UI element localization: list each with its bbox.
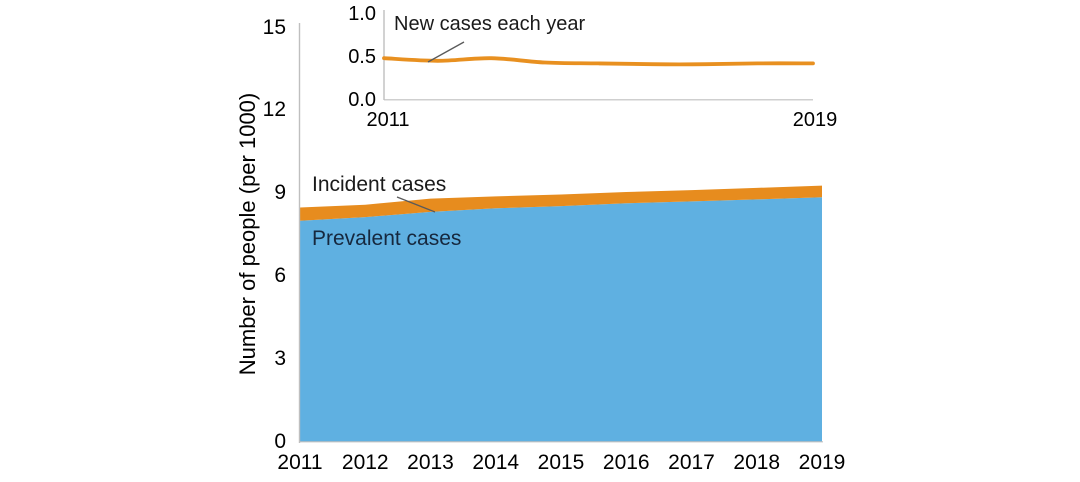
inset-x-tick-label: 2011 — [366, 109, 410, 131]
inset-y-tick-label: 0.0 — [348, 88, 376, 111]
main-x-tick-label: 2013 — [407, 451, 454, 474]
inset-leader-line — [427, 41, 465, 63]
main-y-tick-label: 3 — [274, 346, 286, 370]
inset-y-tick-label: 1.0 — [348, 2, 376, 25]
main-x-tick-label: 2016 — [602, 451, 650, 474]
main-y-tick-label: 6 — [274, 263, 286, 287]
prevalent-cases-label: Prevalent cases — [312, 227, 462, 250]
main-y-tick-label: 12 — [262, 98, 286, 122]
main-y-tick-label: 0 — [274, 429, 286, 453]
main-x-tick-label: 2011 — [277, 451, 323, 474]
main-x-tick-label: 2012 — [341, 451, 389, 474]
prevalent-cases-area — [300, 197, 822, 442]
main-x-tick-label: 2017 — [668, 451, 715, 474]
incident-cases-area — [300, 185, 822, 221]
main-y-tick-label: 15 — [262, 15, 286, 39]
main-x-tick-label: 2015 — [537, 451, 585, 474]
inset-y-tick-label: 0.5 — [348, 45, 376, 68]
main-x-tick-label: 2014 — [472, 451, 520, 474]
main-y-tick-label: 9 — [274, 181, 286, 205]
incident-leader-line — [396, 196, 436, 213]
y-axis-title: Number of people (per 1000) — [235, 92, 260, 376]
incident-cases-label: Incident cases — [312, 173, 447, 196]
main-x-tick-label: 2018 — [733, 451, 781, 474]
new-cases-line — [382, 56, 815, 67]
main-x-tick-label: 2019 — [798, 451, 846, 474]
inset-x-tick-label: 2019 — [792, 109, 838, 131]
inset-annotation-new-cases: New cases each year — [394, 13, 586, 35]
